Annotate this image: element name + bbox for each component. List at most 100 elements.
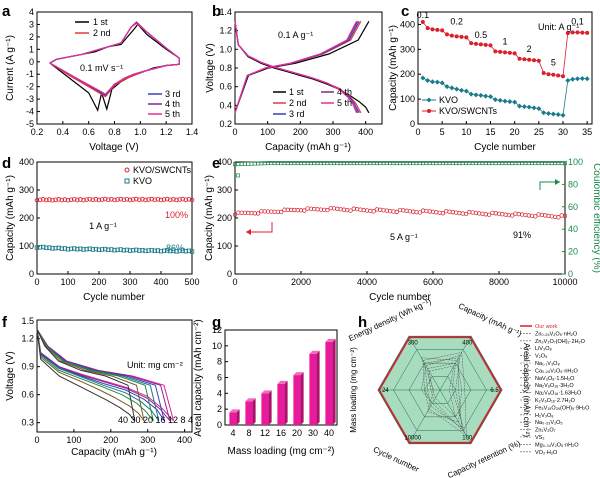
capacity-point [371, 209, 376, 214]
kvo-swcnts-point [81, 197, 86, 203]
capacity-point [556, 215, 561, 220]
kvo-point [575, 76, 580, 82]
x-tick-label: 300 [325, 127, 340, 137]
radar-axis-label: Mass loading (mg cm⁻²) [349, 347, 358, 433]
cv-curve-5th [49, 22, 180, 95]
bar-top [325, 338, 336, 342]
kvo-point [133, 247, 139, 253]
panel-e-right-arrow [539, 181, 560, 190]
efficiency-point [239, 162, 244, 166]
kvo-swcnts-point [124, 196, 130, 202]
bar-side [300, 372, 304, 425]
y-tick-label: 400 [217, 157, 232, 167]
charge-curve-30 [36, 329, 145, 421]
radar-legend-label: H₂V₃O₈ [535, 413, 554, 419]
x-tick-label: 12 [260, 428, 270, 438]
areal-capacity-bar [245, 401, 253, 425]
panel-f-xlabel: Capacity (mAh g⁻¹) [71, 447, 157, 458]
panel-e-label: e [212, 155, 220, 172]
radar-comparison-series [422, 352, 467, 437]
panel-e-ticks: 0 2000 4000 6000 8000 10000010020030040002040… [217, 157, 583, 287]
kvo-point [555, 112, 561, 118]
kvo-swcnts-point [140, 196, 145, 202]
panel-g-xlabel: Mass loading (mg cm⁻²) [228, 446, 335, 457]
kvo-swcnts-point [527, 57, 532, 62]
radar-legend-label: Na₂V₆O₁₆·3H₂O [535, 383, 574, 389]
kvo-point [502, 98, 508, 104]
kvo-point [75, 246, 80, 252]
capacity-point [533, 214, 538, 219]
x-tick-label: 30 [558, 127, 568, 137]
kvo-swcnts-point [546, 72, 551, 77]
kvo-point [541, 110, 547, 116]
panel-f-ticks: 0 100 200 300 400 1.5 1.2 0.9 0.6 0.3 [21, 316, 192, 445]
y-tick-label: -4 [26, 107, 34, 117]
y-tick-label: 1.0 [219, 44, 232, 54]
kvo-point [488, 94, 493, 100]
kvo-swcnts-point [102, 196, 108, 202]
y-tick-label: 10 [212, 341, 222, 351]
panel-e-xlabel: Cycle number [369, 292, 431, 303]
areal-capacity-bar [293, 375, 301, 425]
legend-label: 1 st [93, 17, 108, 27]
kvo-swcnts-point [106, 197, 111, 203]
kvo-point [570, 76, 576, 82]
efficiency-point [249, 161, 254, 166]
kvo-point [164, 248, 170, 253]
radar-legend-label: K₂V₆O₁₆·2.7H₂O [535, 398, 576, 404]
kvo-point [526, 104, 532, 110]
kvo-point [152, 248, 157, 254]
y-tick-label: 200 [19, 213, 34, 223]
kvo-swcnts-point [90, 197, 96, 203]
legend-label: KVO/SWCNTs [133, 165, 192, 175]
y-tick-label: 8 [217, 357, 222, 367]
efficiency-point [236, 162, 241, 167]
legend-label: KVO/SWCNTs [439, 106, 498, 116]
capacity-point [417, 210, 422, 215]
radar-legend-label: NaV₃O₈·1.5H₂O [535, 376, 575, 382]
rate-label: 2 [527, 44, 532, 54]
panel-e-y2label: Coulombic efficiency (%) [591, 163, 600, 273]
radar-axis-label: Areal capacity (mAh cm⁻²) [522, 343, 531, 437]
panel-a-label: a [2, 3, 11, 20]
x-tick-label: 0.6 [82, 127, 95, 137]
kvo-swcnts-point [161, 197, 167, 202]
panel-e-rate: 5 A g⁻¹ [390, 232, 418, 242]
kvo-swcnts-point [96, 197, 102, 203]
rate-label: 0.2 [450, 16, 463, 26]
kvo-point [53, 245, 58, 251]
kvo-point [115, 247, 120, 253]
legend-marker [124, 167, 130, 173]
x-tick-label: 10 [461, 127, 471, 137]
y-tick-label: 0 [410, 119, 415, 129]
y-tick-label: 300 [19, 185, 34, 195]
kvo-swcnts-point [449, 33, 454, 38]
x-tick-label: 20 [292, 428, 302, 438]
radar-legend-label: Our work [535, 324, 558, 330]
kvo-swcnts-point [168, 197, 173, 203]
y-tick-label: 200 [400, 69, 415, 79]
kvo-point [430, 79, 435, 85]
kvo-swcnts-point [177, 197, 182, 202]
legend-label: 4 th [165, 99, 180, 109]
kvo-swcnts-point [420, 19, 425, 24]
y-tick-label: 0.6 [21, 390, 34, 400]
panel-g: g 0 2 4 6 8 10 12 4 8 12 16 20 30 40 Mass loading (m… [193, 314, 338, 457]
kvo-point [112, 248, 117, 253]
x-tick-label: 0.2 [31, 127, 44, 137]
legend-marker [427, 109, 431, 113]
capacity-point [232, 212, 238, 217]
panel-e-marks [232, 161, 568, 220]
bar-side [236, 409, 240, 425]
x-tick-label: 300 [140, 435, 155, 445]
rate-label: 1 [502, 36, 507, 46]
kvo-point [512, 99, 518, 105]
y-tick-label: 300 [400, 44, 415, 54]
kvo-point [565, 77, 571, 83]
kvo-point [47, 245, 52, 250]
kvo-point [143, 248, 148, 254]
x-tick-label: 15 [485, 127, 495, 137]
kvo-point [90, 247, 95, 252]
rate-label: 0.1 [417, 10, 430, 20]
kvo-point [72, 246, 77, 251]
